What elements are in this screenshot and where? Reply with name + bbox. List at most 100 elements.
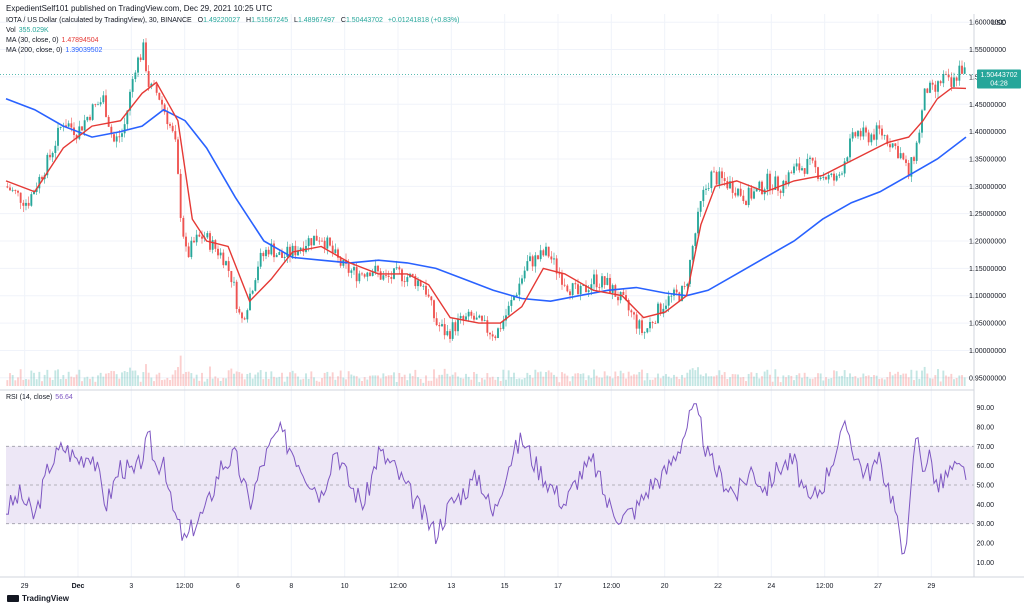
- ma200-label: MA (200, close, 0): [6, 47, 63, 54]
- candle-body: [897, 146, 899, 159]
- rsi-legend[interactable]: RSI (14, close) 56.64: [6, 394, 73, 401]
- volume-bar: [22, 379, 25, 386]
- candle-body: [363, 274, 366, 277]
- candle-body: [929, 82, 931, 93]
- volume-bar: [97, 375, 99, 386]
- volume-bar: [257, 372, 259, 386]
- candle-body: [75, 134, 78, 139]
- volume-bar: [881, 378, 883, 386]
- candle-body: [707, 188, 710, 189]
- price-tick-label: 1.30000000: [969, 184, 1006, 191]
- tradingview-watermark[interactable]: TradingView: [7, 594, 69, 603]
- candle-body: [454, 322, 457, 332]
- open-value: 1.49220027: [203, 17, 241, 24]
- time-tick-label: 6: [236, 583, 240, 590]
- candle-body: [513, 296, 515, 301]
- volume-bar: [782, 375, 785, 386]
- candle-body: [894, 143, 897, 147]
- candle-body: [723, 178, 726, 182]
- volume-bar: [70, 376, 73, 386]
- volume-bar: [774, 369, 777, 386]
- candle-body: [459, 315, 462, 319]
- volume-bar: [65, 378, 67, 386]
- volume-bar: [334, 379, 337, 386]
- candle-body: [646, 328, 649, 333]
- candle-body: [41, 176, 43, 180]
- candle-body: [6, 186, 9, 188]
- candle-body: [766, 173, 769, 190]
- volume-bar: [737, 374, 739, 386]
- volume-bar: [489, 377, 491, 386]
- candle-body: [9, 187, 11, 191]
- rsi-line: [5, 403, 967, 555]
- ma30-value: 1.47894504: [61, 37, 99, 44]
- volume-bar: [609, 376, 611, 386]
- volume-bar: [153, 381, 155, 386]
- time-tick-label: 13: [447, 583, 455, 590]
- candle-body: [329, 237, 331, 246]
- candle-body: [182, 217, 185, 237]
- volume-bar: [841, 375, 843, 386]
- volume-bar: [38, 371, 41, 386]
- volume-bar: [118, 378, 121, 386]
- candle-body: [435, 318, 438, 326]
- candle-body: [953, 77, 955, 87]
- candle-body: [835, 175, 838, 181]
- volume-bar: [686, 372, 689, 386]
- volume-bar: [817, 373, 819, 386]
- volume-bar: [822, 380, 825, 386]
- volume-bar: [857, 378, 859, 386]
- volume-bar: [230, 368, 233, 386]
- candle-body: [694, 233, 697, 247]
- symbol-title[interactable]: IOTA / US Dollar (calculated by TradingV…: [6, 17, 192, 24]
- candle-body: [918, 132, 921, 143]
- volume-bar: [43, 374, 46, 386]
- candle-body: [521, 278, 523, 284]
- volume-bar: [497, 376, 499, 386]
- candle-body: [331, 245, 334, 253]
- candle-body: [758, 181, 761, 189]
- candle-body: [462, 315, 465, 320]
- candle-body: [779, 190, 782, 193]
- volume-bar: [203, 381, 206, 386]
- volume-bar: [758, 378, 761, 386]
- candle-body: [230, 270, 233, 283]
- ma30-legend[interactable]: MA (30, close, 0) 1.47894504: [6, 37, 99, 44]
- rsi-tick-label: 30.00: [976, 521, 994, 528]
- candle-body: [830, 173, 833, 175]
- ma200-legend[interactable]: MA (200, close, 0) 1.39039502: [6, 47, 102, 54]
- candle-body: [553, 258, 555, 260]
- volume-bar: [398, 372, 401, 386]
- candle-body: [873, 134, 875, 140]
- volume-bar: [195, 374, 198, 386]
- candle-body: [195, 234, 198, 243]
- volume-bar: [878, 378, 881, 386]
- candle-body: [406, 277, 409, 282]
- volume-legend[interactable]: Vol 355.029K: [6, 27, 49, 34]
- candle-body: [795, 163, 798, 167]
- candle-body: [846, 157, 849, 162]
- open-label: O: [197, 17, 204, 24]
- volume-bar: [606, 375, 609, 386]
- price-tick-label: 1.05000000: [969, 321, 1006, 328]
- candle-body: [809, 157, 811, 159]
- volume-bar: [491, 376, 494, 386]
- volume-bar: [681, 374, 683, 386]
- candle-body: [537, 255, 539, 260]
- volume-bar: [923, 366, 926, 386]
- time-axis[interactable]: 29 Dec 3 12:00 6 8 10 12:00 13 15 17 12:00 20 22 24 12:…: [21, 583, 936, 590]
- candle-body: [798, 163, 801, 171]
- rsi-axis[interactable]: 90.00 80.00 70.00 60.00 50.00 40.00 30.00 20.00…: [976, 405, 994, 567]
- candle-body: [358, 273, 361, 282]
- candle-body: [550, 256, 553, 260]
- volume-bar: [539, 371, 542, 386]
- volume-bar: [369, 375, 371, 386]
- volume-bar: [806, 376, 809, 386]
- close-label: C: [340, 17, 346, 24]
- volume-bar: [766, 369, 769, 386]
- volume-bar: [393, 372, 395, 386]
- candle-body: [475, 317, 478, 320]
- volume-bar: [193, 378, 195, 386]
- volume-bar: [726, 378, 729, 386]
- candle-body: [539, 250, 542, 260]
